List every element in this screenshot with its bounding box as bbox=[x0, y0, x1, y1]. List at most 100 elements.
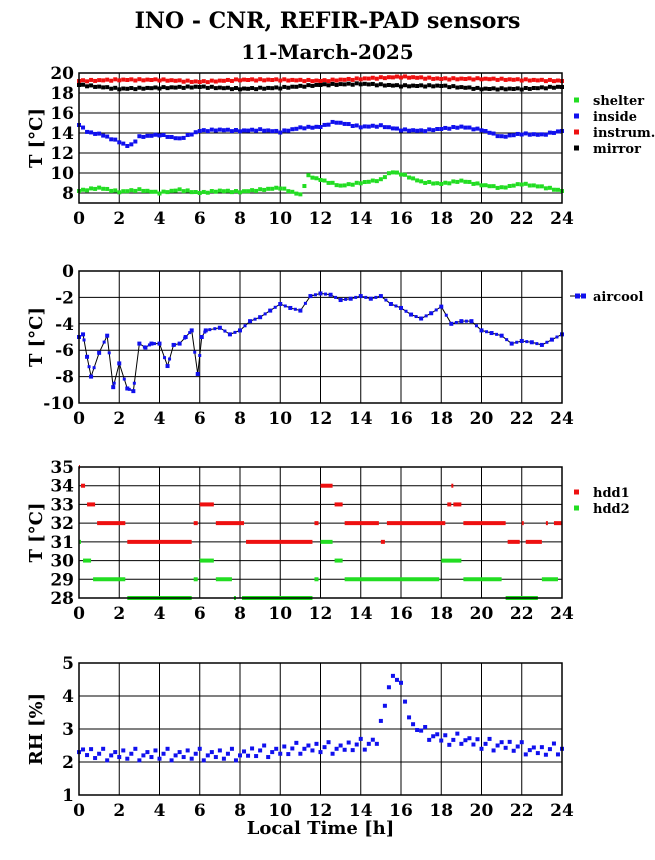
data-point bbox=[105, 333, 110, 338]
data-point bbox=[374, 741, 379, 746]
data-point bbox=[423, 76, 428, 81]
data-point bbox=[165, 190, 170, 195]
data-point bbox=[535, 751, 540, 756]
x-tick-label: 24 bbox=[550, 604, 574, 624]
data-point bbox=[209, 84, 214, 89]
data-point bbox=[246, 128, 251, 133]
data-point bbox=[487, 184, 492, 189]
data-point bbox=[527, 132, 532, 137]
data-point bbox=[258, 85, 263, 90]
data-point bbox=[555, 84, 560, 89]
data-point bbox=[415, 75, 420, 80]
data-point bbox=[390, 170, 395, 175]
legend-swatch bbox=[574, 129, 579, 135]
data-point bbox=[419, 728, 424, 733]
data-point bbox=[93, 131, 98, 136]
data-point bbox=[382, 703, 387, 708]
data-point bbox=[93, 78, 98, 83]
data-point bbox=[471, 77, 476, 82]
y-tick-label: 12 bbox=[50, 144, 74, 164]
data-point bbox=[519, 87, 524, 92]
data-point bbox=[262, 86, 267, 91]
data-point bbox=[386, 171, 391, 176]
data-point bbox=[294, 84, 299, 89]
data-point bbox=[205, 85, 210, 90]
x-tick-label: 24 bbox=[550, 801, 574, 821]
data-point bbox=[133, 78, 138, 83]
data-point bbox=[298, 751, 303, 756]
y-tick-label: 2 bbox=[62, 753, 74, 773]
data-point bbox=[97, 84, 102, 89]
data-point bbox=[443, 76, 448, 81]
data-point bbox=[319, 291, 322, 295]
data-point bbox=[223, 329, 227, 333]
data-point bbox=[113, 77, 118, 82]
data-point bbox=[551, 741, 556, 746]
data-point bbox=[217, 188, 222, 193]
data-point bbox=[427, 737, 432, 742]
data-point bbox=[535, 78, 540, 83]
data-point bbox=[370, 81, 375, 86]
data-point bbox=[286, 85, 291, 90]
data-point bbox=[467, 179, 472, 184]
data-point bbox=[540, 343, 544, 347]
data-point bbox=[507, 77, 512, 82]
legend-swatch bbox=[581, 293, 586, 299]
data-point bbox=[185, 748, 190, 753]
y-axis-label: T [°C] bbox=[26, 108, 47, 168]
data-point bbox=[322, 178, 327, 183]
y-tick-label: -10 bbox=[43, 394, 74, 414]
data-point bbox=[390, 83, 395, 88]
data-point bbox=[193, 350, 197, 354]
data-point bbox=[535, 184, 540, 189]
data-point bbox=[198, 353, 202, 357]
data-point bbox=[221, 78, 226, 83]
data-point bbox=[342, 82, 347, 87]
data-point bbox=[463, 738, 468, 743]
data-point bbox=[507, 739, 512, 744]
y-axis-label: T [°C] bbox=[26, 502, 47, 562]
data-point bbox=[390, 673, 395, 678]
data-point bbox=[89, 747, 94, 752]
x-tick-label: 4 bbox=[154, 801, 166, 821]
data-point bbox=[338, 120, 343, 125]
data-point bbox=[503, 185, 508, 190]
data-point bbox=[350, 123, 355, 128]
data-point bbox=[178, 342, 182, 346]
y-tick-label: -6 bbox=[55, 341, 74, 361]
data-point bbox=[330, 119, 335, 124]
x-tick-label: 2 bbox=[113, 801, 125, 821]
data-point bbox=[318, 750, 323, 755]
data-point bbox=[555, 335, 559, 339]
x-tick-label: 0 bbox=[73, 801, 85, 821]
data-point bbox=[459, 178, 464, 183]
data-point bbox=[330, 751, 335, 756]
data-point bbox=[386, 125, 391, 130]
data-point bbox=[199, 335, 204, 339]
data-point bbox=[326, 79, 331, 84]
data-point bbox=[543, 132, 548, 137]
legend-swatch bbox=[574, 145, 579, 151]
data-point bbox=[500, 334, 504, 338]
data-point bbox=[545, 340, 549, 344]
data-point bbox=[326, 122, 331, 127]
data-point bbox=[229, 87, 234, 92]
data-point bbox=[246, 753, 251, 758]
y-tick-label: 31 bbox=[50, 533, 74, 553]
data-point bbox=[238, 78, 242, 83]
data-point bbox=[254, 754, 259, 759]
data-point bbox=[346, 81, 351, 86]
data-point bbox=[127, 387, 131, 391]
data-point bbox=[330, 180, 335, 185]
data-point bbox=[427, 127, 432, 132]
data-point bbox=[411, 176, 416, 181]
data-point bbox=[423, 129, 428, 134]
x-tick-label: 4 bbox=[154, 409, 166, 429]
x-tick-label: 8 bbox=[234, 801, 246, 821]
data-point bbox=[346, 122, 351, 127]
data-point bbox=[81, 82, 86, 87]
data-point bbox=[153, 77, 158, 82]
data-point bbox=[390, 75, 395, 80]
data-point bbox=[475, 181, 480, 186]
